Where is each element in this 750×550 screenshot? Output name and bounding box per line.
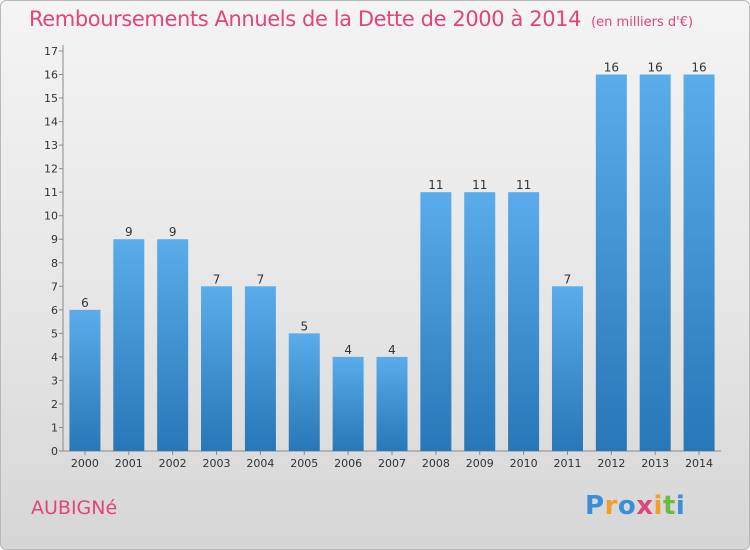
x-tick-label: 2014 xyxy=(685,457,713,470)
x-tick-label: 2012 xyxy=(597,457,625,470)
value-label: 9 xyxy=(125,225,133,239)
bar-2001 xyxy=(113,239,145,451)
bar-2007 xyxy=(376,356,408,451)
chart-unit: (en milliers d'€) xyxy=(591,15,694,30)
y-tick-label: 10 xyxy=(44,210,58,223)
logo-letter: x xyxy=(636,491,654,521)
y-tick-label: 11 xyxy=(44,186,58,199)
bar-2002 xyxy=(157,239,189,451)
bar-2004 xyxy=(244,286,276,451)
x-tick-label: 2009 xyxy=(466,457,494,470)
bar-2003 xyxy=(201,286,233,451)
logo-letter: o xyxy=(617,491,637,521)
y-tick-label: 16 xyxy=(44,69,58,82)
y-tick-label: 15 xyxy=(44,92,58,105)
x-tick-label: 2007 xyxy=(378,457,406,470)
value-label: 16 xyxy=(648,61,663,75)
y-tick-label: 6 xyxy=(51,304,58,317)
bar-2008 xyxy=(420,192,452,452)
y-tick-label: 1 xyxy=(51,421,58,434)
x-tick-label: 2003 xyxy=(203,457,231,470)
value-label: 9 xyxy=(169,225,177,239)
value-label: 11 xyxy=(472,178,487,192)
logo-letter: r xyxy=(604,491,618,521)
x-tick-label: 2001 xyxy=(115,457,143,470)
y-tick-label: 13 xyxy=(44,139,58,152)
y-tick-label: 12 xyxy=(44,163,58,176)
value-label: 4 xyxy=(344,343,352,357)
x-tick-label: 2010 xyxy=(510,457,538,470)
value-label: 5 xyxy=(300,319,308,333)
logo-letter: t xyxy=(662,491,676,521)
logo-letter: P xyxy=(585,491,605,521)
bar-2014 xyxy=(683,74,715,451)
y-tick-label: 8 xyxy=(51,257,58,270)
bar-2000 xyxy=(69,309,101,451)
y-tick-label: 17 xyxy=(44,45,58,58)
value-label: 11 xyxy=(516,178,531,192)
bar-2005 xyxy=(288,333,320,451)
chart-title-text: Remboursements Annuels de la Dette de 20… xyxy=(29,7,582,31)
y-tick-label: 0 xyxy=(51,445,58,458)
bar-2013 xyxy=(639,74,671,451)
value-label: 16 xyxy=(691,61,706,75)
value-label: 4 xyxy=(388,343,396,357)
chart-title: Remboursements Annuels de la Dette de 20… xyxy=(29,7,693,31)
y-tick-label: 7 xyxy=(51,280,58,293)
y-tick-label: 2 xyxy=(51,398,58,411)
x-tick-label: 2002 xyxy=(159,457,187,470)
value-label: 7 xyxy=(257,272,265,286)
bar-2006 xyxy=(332,356,364,451)
x-tick-label: 2011 xyxy=(553,457,581,470)
value-label: 11 xyxy=(428,178,443,192)
x-tick-label: 2013 xyxy=(641,457,669,470)
bar-2009 xyxy=(464,192,496,452)
x-tick-label: 2004 xyxy=(246,457,274,470)
value-label: 6 xyxy=(81,296,89,310)
logo-letter: i xyxy=(653,491,663,521)
x-tick-label: 2005 xyxy=(290,457,318,470)
x-tick-label: 2008 xyxy=(422,457,450,470)
x-tick-label: 2006 xyxy=(334,457,362,470)
y-tick-label: 4 xyxy=(51,351,58,364)
bar-2011 xyxy=(551,286,583,451)
y-tick-label: 3 xyxy=(51,374,58,387)
proxiti-logo[interactable]: Proxiti xyxy=(585,491,685,521)
value-label: 7 xyxy=(213,272,221,286)
y-tick-label: 5 xyxy=(51,327,58,340)
chart-bars: 6 9 9 7 7 5 4 4 11 11 11 7 16 16 16 xyxy=(69,61,715,452)
value-label: 16 xyxy=(604,61,619,75)
y-tick-label: 9 xyxy=(51,233,58,246)
logo-letter: i xyxy=(675,491,686,521)
bar-2010 xyxy=(508,192,540,452)
commune-name: AUBIGNé xyxy=(31,497,118,519)
bar-2012 xyxy=(595,74,627,451)
y-tick-label: 14 xyxy=(44,116,58,129)
value-label: 7 xyxy=(564,272,572,286)
x-tick-label: 2000 xyxy=(71,457,99,470)
